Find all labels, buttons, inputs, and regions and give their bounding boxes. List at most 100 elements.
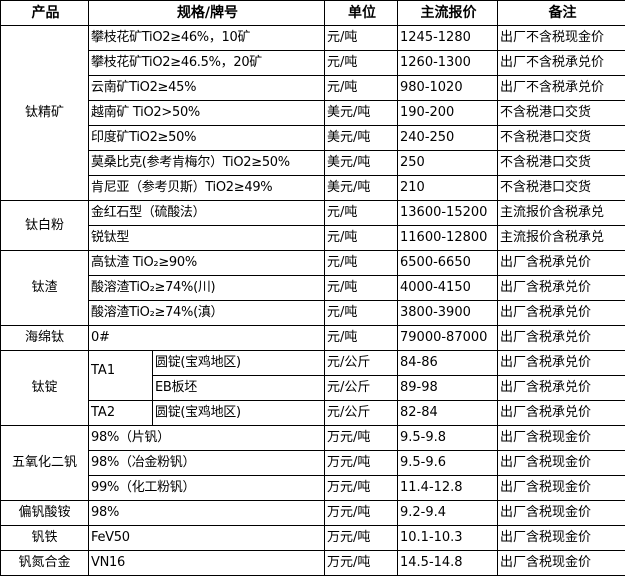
header-product: 产品 [0,0,89,26]
unit-cell: 元/公斤 [324,400,398,426]
unit-cell: 万元/吨 [324,500,398,526]
note-cell: 出厂不含税现金价 [497,25,625,51]
spec-cell: 酸溶渣TiO₂≥74%(川) [88,275,325,301]
note-cell: 出厂不含税承兑价 [497,75,625,101]
price-cell: 240-250 [397,125,498,151]
unit-cell: 万元/吨 [324,475,398,501]
table-row: 攀枝花矿TiO2≥46.5%，20矿 元/吨 1260-1300 出厂不含税承兑价 [1,50,625,76]
note-cell: 出厂含税现金价 [497,425,625,451]
price-cell: 1245-1280 [397,25,498,51]
table-row: 99%（化工粉钒） 万元/吨 11.4-12.8 出厂含税现金价 [1,475,625,501]
price-cell: 4000-4150 [397,275,498,301]
spec-cell: 印度矿TiO2≥50% [88,125,325,151]
price-cell: 9.5-9.6 [397,450,498,476]
header-row: 产品 规格/牌号 单位 主流报价 备注 [0,0,625,26]
table-row: 肯尼亚（参考贝斯）TiO2≥49% 美元/吨 210 不含税港口交货 [1,175,625,201]
product-cell: 钛锭 [0,350,89,426]
table-row: 钛渣 高钛渣 TiO₂≥90% 元/吨 6500-6650 出厂含税承兑价 [0,250,625,326]
spec-cell: 99%（化工粉钒） [88,475,325,501]
price-cell: 9.5-9.8 [397,425,498,451]
price-cell: 3800-3900 [397,300,498,326]
product-cell: 钛渣 [0,250,89,326]
table-row: 云南矿TiO2≥45% 元/吨 980-1020 出厂不含税承兑价 [1,75,625,101]
table-row: 莫桑比克(参考肯梅尔）TiO2≥50% 美元/吨 250 不含税港口交货 [1,150,625,176]
unit-cell: 元/吨 [324,275,398,301]
note-cell: 出厂含税承兑价 [497,300,625,326]
note-cell: 出厂含税现金价 [497,550,625,576]
spec-cell: 酸溶渣TiO₂≥74%(滇） [88,300,325,326]
note-cell: 不含税港口交货 [497,150,625,176]
spec-cell: 肯尼亚（参考贝斯）TiO2≥49% [88,175,325,201]
spec-cell: 金红石型（硫酸法） [88,200,325,226]
note-cell: 出厂含税现金价 [497,475,625,501]
price-cell: 9.2-9.4 [397,500,498,526]
table-row: TA2 圆锭(宝鸡地区) 元/公斤 82-84 出厂含税承兑价 [1,400,625,426]
table-row: 锐钛型 元/吨 11600-12800 主流报价含税承兑 [1,225,625,251]
table-row: 钛精矿 攀枝花矿TiO2≥46%，10矿 元/吨 1245-1280 出厂不含税现金价 [0,25,625,201]
unit-cell: 万元/吨 [324,450,398,476]
note-cell: 出厂含税现金价 [497,450,625,476]
note-cell: 不含税港口交货 [497,125,625,151]
header-price: 主流报价 [397,0,498,26]
unit-cell: 万元/吨 [324,525,398,551]
note-cell: 出厂含税现金价 [497,500,625,526]
note-cell: 出厂含税承兑价 [497,400,625,426]
product-cell: 钒铁 [0,525,89,551]
table-row: 钛锭 TA1 圆锭(宝鸡地区) 元/公斤 84-86 出厂含税承兑价 [0,350,625,426]
spec-cell: 攀枝花矿TiO2≥46.5%，20矿 [88,50,325,76]
spec-cell: 圆锭(宝鸡地区) [152,400,325,426]
spec-cell: 莫桑比克(参考肯梅尔）TiO2≥50% [88,150,325,176]
spec-cell: 越南矿 TiO2>50% [88,100,325,126]
note-cell: 出厂不含税承兑价 [497,50,625,76]
grade-cell: TA1 [88,350,153,401]
table-row: 钒铁 FeV50 万元/吨 10.1-10.3 出厂含税现金价 [0,525,625,551]
table-row: 越南矿 TiO2>50% 美元/吨 190-200 不含税港口交货 [1,100,625,126]
unit-cell: 元/吨 [324,300,398,326]
spec-cell: 0# [88,325,325,351]
note-cell: 出厂含税承兑价 [497,250,625,276]
note-cell: 出厂含税承兑价 [497,325,625,351]
product-cell: 钛白粉 [0,200,89,251]
price-cell: 6500-6650 [397,250,498,276]
header-spec: 规格/牌号 [88,0,325,26]
note-cell: 出厂含税承兑价 [497,375,625,401]
unit-cell: 元/吨 [324,250,398,276]
price-cell: 84-86 [397,350,498,376]
spec-cell: 圆锭(宝鸡地区) [152,350,325,376]
unit-cell: 美元/吨 [324,175,398,201]
price-cell: 190-200 [397,100,498,126]
spec-cell: 锐钛型 [88,225,325,251]
unit-cell: 元/吨 [324,200,398,226]
price-cell: 980-1020 [397,75,498,101]
product-cell: 钛精矿 [0,25,89,201]
unit-cell: 元/吨 [324,325,398,351]
spec-cell: VN16 [88,550,325,576]
price-cell: 82-84 [397,400,498,426]
unit-cell: 万元/吨 [324,425,398,451]
note-cell: 主流报价含税承兑 [497,200,625,226]
unit-cell: 万元/吨 [324,550,398,576]
spec-cell: 攀枝花矿TiO2≥46%，10矿 [88,25,325,51]
product-cell: 偏钒酸铵 [0,500,89,526]
spec-cell: EB板坯 [152,375,325,401]
spec-cell: 云南矿TiO2≥45% [88,75,325,101]
table-row: 偏钒酸铵 98% 万元/吨 9.2-9.4 出厂含税现金价 [0,500,625,526]
unit-cell: 元/吨 [324,50,398,76]
note-cell: 出厂含税承兑价 [497,275,625,301]
grade-cell: TA2 [88,400,153,426]
note-cell: 出厂含税现金价 [497,525,625,551]
price-cell: 14.5-14.8 [397,550,498,576]
price-cell: 210 [397,175,498,201]
unit-cell: 美元/吨 [324,100,398,126]
note-cell: 主流报价含税承兑 [497,225,625,251]
note-cell: 不含税港口交货 [497,100,625,126]
price-cell: 89-98 [397,375,498,401]
product-cell: 钒氮合金 [0,550,89,576]
table-row: 98%（冶金粉钒） 万元/吨 9.5-9.6 出厂含税现金价 [1,450,625,476]
unit-cell: 元/吨 [324,25,398,51]
spec-cell: FeV50 [88,525,325,551]
note-cell: 不含税港口交货 [497,175,625,201]
table-row: 印度矿TiO2≥50% 美元/吨 240-250 不含税港口交货 [1,125,625,151]
table-row: 海绵钛 0# 元/吨 79000-87000 出厂含税承兑价 [0,325,625,351]
spec-cell: 98%（冶金粉钒） [88,450,325,476]
